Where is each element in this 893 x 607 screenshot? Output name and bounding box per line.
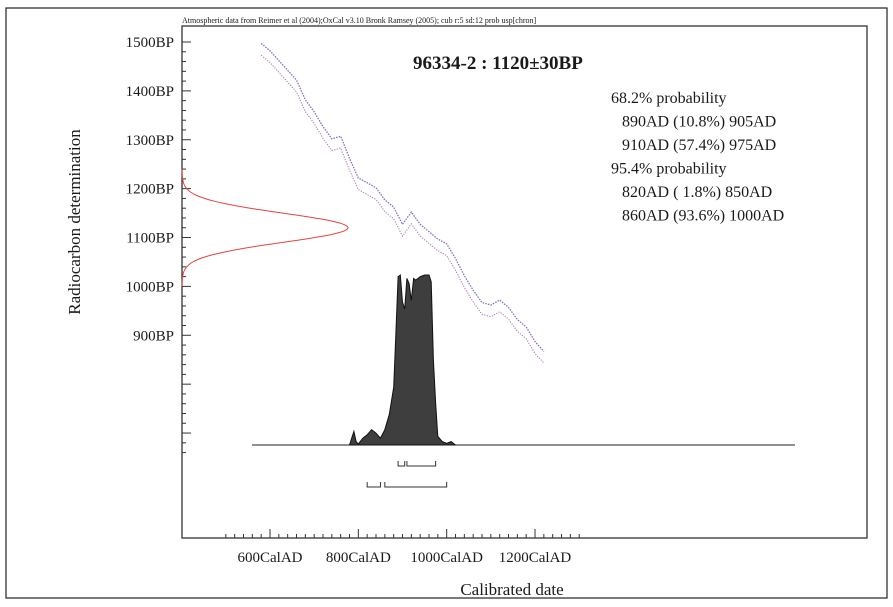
range-bar-95 xyxy=(366,482,381,488)
calibrated-distribution xyxy=(252,274,795,446)
x-axis: 600CalAD 800CalAD 1000CalAD 1200CalAD xyxy=(225,529,580,566)
range-bar-95 xyxy=(384,482,448,488)
probability-ranges: 68.2% probability 890AD (10.8%) 905AD 910A… xyxy=(611,90,784,225)
y-tick-label: 1100BP xyxy=(126,231,174,247)
probability-line: 890AD (10.8%) 905AD xyxy=(622,114,776,131)
y-axis: 1500BP 1400BP 1300BP 1200BP 1100BP 1000BP 900B… xyxy=(126,35,191,454)
calibration-curve-lower xyxy=(260,54,545,364)
radiocarbon-distribution xyxy=(181,169,349,287)
outer-frame xyxy=(5,7,888,599)
probability-line: 68.2% probability xyxy=(611,90,727,107)
x-axis-label: Calibrated date xyxy=(460,580,563,599)
range-bar-68 xyxy=(406,461,437,467)
range-bar-68 xyxy=(397,461,406,467)
chart-title: 96334-2 : 1120±30BP xyxy=(413,53,583,74)
probability-line: 860AD (93.6%) 1000AD xyxy=(622,208,784,225)
probability-range-bars xyxy=(366,461,448,488)
x-tick-label: 600CalAD xyxy=(238,550,303,566)
y-tick-label: 1200BP xyxy=(126,182,174,198)
x-tick-label: 1000CalAD xyxy=(410,550,483,566)
probability-line: 820AD ( 1.8%) 850AD xyxy=(622,184,772,201)
radiocarbon-curve xyxy=(181,169,349,287)
calibration-curve xyxy=(260,42,545,364)
x-tick-label: 1200CalAD xyxy=(499,550,572,566)
y-tick-label: 900BP xyxy=(133,328,174,344)
y-tick-label: 1000BP xyxy=(126,279,174,295)
calibrated-probability-area xyxy=(348,274,457,446)
y-tick-label: 1300BP xyxy=(126,133,174,149)
data-credit: Atmospheric data from Reimer et al (2004… xyxy=(182,16,536,25)
y-tick-label: 1400BP xyxy=(126,84,174,100)
x-tick-label: 800CalAD xyxy=(326,550,391,566)
y-tick-label: 1500BP xyxy=(126,35,174,51)
y-axis-label: Radiocarbon determination xyxy=(65,129,84,315)
plot-frame xyxy=(181,25,868,539)
probability-line: 910AD (57.4%) 975AD xyxy=(622,137,776,154)
probability-line: 95.4% probability xyxy=(611,161,727,178)
